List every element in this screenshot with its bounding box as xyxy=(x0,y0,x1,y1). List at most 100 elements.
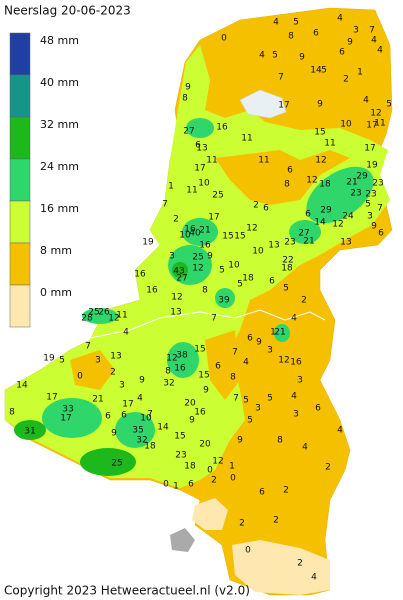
station-value: 4 xyxy=(302,443,308,453)
station-value: 6 xyxy=(259,488,265,498)
station-value: 9 xyxy=(256,338,262,348)
station-value: 10 xyxy=(252,247,264,257)
legend-label: 8 mm xyxy=(40,244,72,257)
station-value: 14 xyxy=(157,423,169,433)
zone-32 xyxy=(172,262,188,278)
station-value: 24 xyxy=(342,212,354,222)
station-value: 14 xyxy=(16,381,28,391)
station-value: 15 xyxy=(194,345,205,355)
station-value: 11 xyxy=(116,311,127,321)
station-value: 12 xyxy=(192,264,203,274)
station-value: 13 xyxy=(340,238,351,248)
station-value: 17 xyxy=(208,213,219,223)
station-value: 6 xyxy=(263,204,269,214)
station-value: 7 xyxy=(278,73,284,83)
station-value: 5 xyxy=(59,356,65,366)
station-value: 7 xyxy=(147,410,153,420)
station-value: 17 xyxy=(364,144,375,154)
station-value: 3 xyxy=(255,404,261,414)
station-value: 7 xyxy=(211,314,217,324)
station-value: 27 xyxy=(176,274,187,284)
station-value: 7 xyxy=(233,394,239,404)
station-value: 12 xyxy=(246,224,257,234)
station-value: 15 xyxy=(222,232,233,242)
station-value: 4 xyxy=(377,46,383,56)
station-value: 16 xyxy=(290,358,302,368)
station-value: 31 xyxy=(24,427,35,437)
station-value: 12 xyxy=(332,220,343,230)
station-value: 13 xyxy=(170,308,181,318)
station-value: 18 xyxy=(242,274,254,284)
station-value: 2 xyxy=(297,559,303,569)
station-value: 1 xyxy=(173,482,179,492)
station-value: 10 xyxy=(179,231,191,241)
station-value: 21 xyxy=(199,226,210,236)
station-value: 21 xyxy=(274,328,285,338)
station-value: 13 xyxy=(268,241,279,251)
station-value: 5 xyxy=(283,284,289,294)
station-value: 8 xyxy=(202,286,208,296)
station-value: 6 xyxy=(315,404,321,414)
station-value: 1 xyxy=(270,328,276,338)
station-value: 18 xyxy=(184,462,196,472)
station-value: 2 xyxy=(110,368,116,378)
station-value: 21 xyxy=(92,395,103,405)
station-value: 0 xyxy=(207,466,213,476)
station-value: 9 xyxy=(111,429,117,439)
station-value: 0 xyxy=(77,372,83,382)
station-value: 4 xyxy=(123,328,129,338)
station-value: 21 xyxy=(346,178,357,188)
station-value: 3 xyxy=(353,26,359,36)
station-value: 13 xyxy=(110,352,121,362)
water xyxy=(239,89,287,119)
station-value: 8 xyxy=(277,436,283,446)
station-value: 1 xyxy=(229,462,235,472)
station-value: 6 xyxy=(305,210,311,220)
zone-24 xyxy=(289,220,321,244)
station-value: 17 xyxy=(60,414,71,424)
station-value: 2 xyxy=(253,201,259,211)
light-zone xyxy=(232,540,330,595)
station-value: 3 xyxy=(119,381,125,391)
station-value: 12 xyxy=(370,109,381,119)
light-zone xyxy=(192,498,228,530)
zone-8 xyxy=(215,150,350,205)
station-value: 4 xyxy=(311,573,317,583)
station-value: 8 xyxy=(182,94,188,104)
station-value: 18 xyxy=(281,264,293,274)
station-value: 39 xyxy=(218,296,230,306)
station-value: 1 xyxy=(357,68,363,78)
station-value: 23 xyxy=(175,451,186,461)
station-value: 9 xyxy=(185,83,191,93)
legend-label: 32 mm xyxy=(40,118,79,131)
station-value: 5 xyxy=(243,396,249,406)
legend-label: 24 mm xyxy=(40,160,79,173)
zone-8 xyxy=(205,330,240,400)
station-value: 27 xyxy=(183,127,194,137)
station-value: 18 xyxy=(319,180,331,190)
station-value: 43 xyxy=(173,267,184,277)
station-value: 12 xyxy=(212,457,223,467)
station-value: 14 xyxy=(314,218,326,228)
station-value: 15 xyxy=(234,232,245,242)
station-value: 19 xyxy=(43,354,55,364)
station-value: 21 xyxy=(303,237,314,247)
station-value: 5 xyxy=(247,416,253,426)
station-value: 3 xyxy=(267,346,273,356)
station-value: 12 xyxy=(278,356,289,366)
station-value: 32 xyxy=(136,436,147,446)
station-value: 26 xyxy=(98,308,110,318)
zone-24 xyxy=(82,308,118,324)
station-value: 9 xyxy=(207,252,213,262)
station-value: 10 xyxy=(140,414,152,424)
station-value: 2 xyxy=(301,296,307,306)
border xyxy=(89,309,326,339)
station-value: 40 xyxy=(189,229,201,239)
station-value: 3 xyxy=(169,252,175,262)
station-value: 9 xyxy=(317,100,323,110)
station-value: 2 xyxy=(325,463,331,473)
station-value: 10 xyxy=(340,120,352,130)
station-value: 2 xyxy=(273,516,279,526)
